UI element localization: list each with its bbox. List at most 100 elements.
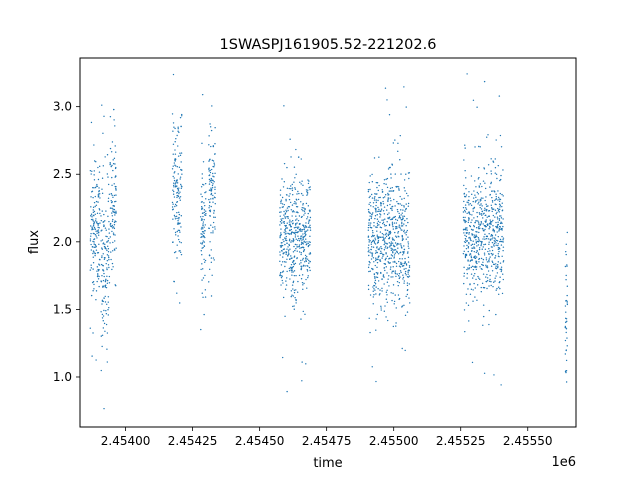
data-point [97, 278, 100, 280]
data-point [398, 243, 400, 245]
data-point [96, 185, 99, 187]
data-point [478, 186, 481, 188]
data-point [370, 241, 373, 244]
data-point [469, 203, 471, 205]
data-point [107, 215, 109, 218]
data-point [407, 172, 410, 174]
data-point [98, 193, 100, 195]
data-point [398, 212, 400, 215]
data-point [172, 153, 174, 155]
data-point [113, 224, 116, 226]
data-point [112, 232, 115, 234]
data-point [173, 196, 176, 198]
data-point [102, 270, 105, 272]
data-point [209, 189, 212, 191]
data-point [178, 166, 181, 169]
data-point [105, 286, 108, 289]
data-point [280, 232, 282, 234]
data-point [403, 215, 406, 217]
data-point [97, 201, 99, 203]
data-point [482, 180, 485, 182]
data-point [502, 195, 504, 197]
data-point [203, 219, 205, 221]
data-point [378, 208, 380, 211]
data-point [407, 241, 409, 243]
data-point [178, 213, 181, 216]
data-point [205, 212, 207, 215]
data-point [106, 254, 109, 256]
data-point [385, 245, 387, 247]
data-point [114, 201, 116, 203]
data-point [294, 188, 297, 190]
data-point [204, 214, 207, 217]
data-point [202, 221, 205, 223]
data-point [466, 201, 468, 203]
data-point [177, 145, 179, 147]
data-point [392, 225, 394, 228]
data-point [394, 272, 397, 275]
data-point [498, 228, 501, 230]
data-point [108, 220, 110, 223]
data-point [214, 186, 216, 188]
data-point [288, 206, 291, 208]
data-point [500, 215, 502, 217]
data-point [369, 215, 371, 217]
data-point [491, 249, 494, 252]
data-point [398, 272, 401, 275]
data-point [290, 228, 293, 231]
data-point [382, 219, 385, 221]
data-point [300, 158, 302, 160]
data-point [96, 230, 99, 232]
data-point [403, 250, 405, 253]
data-point [488, 248, 490, 250]
data-point [307, 275, 309, 277]
data-point [90, 173, 92, 175]
data-point [496, 287, 498, 290]
data-point [370, 227, 373, 229]
data-point [369, 201, 371, 204]
data-point [305, 230, 308, 232]
data-point [393, 216, 396, 219]
data-point [399, 227, 402, 229]
data-point [89, 269, 92, 271]
data-point [290, 209, 293, 211]
data-point [291, 183, 293, 186]
data-point [303, 207, 305, 209]
data-point [107, 176, 109, 178]
data-point [497, 221, 499, 223]
data-point [97, 196, 100, 198]
data-point [485, 196, 487, 198]
data-point [111, 227, 114, 229]
data-point [289, 224, 292, 227]
data-point [478, 253, 480, 256]
data-point [399, 276, 401, 278]
data-point [400, 173, 402, 175]
data-point [382, 274, 385, 276]
data-point [400, 245, 402, 247]
data-point [370, 216, 373, 218]
x-tick-label: 2.45425 [168, 434, 218, 448]
data-point [294, 243, 297, 246]
data-point [101, 255, 103, 257]
data-point [98, 243, 100, 245]
data-point [406, 289, 409, 292]
data-point [92, 262, 95, 264]
data-point [106, 267, 108, 269]
data-point [374, 289, 376, 291]
data-point [379, 247, 381, 249]
data-point [385, 298, 388, 300]
data-point [495, 173, 498, 175]
data-point [294, 236, 297, 238]
data-point [92, 209, 94, 211]
data-point [468, 267, 471, 269]
data-point [494, 172, 496, 174]
data-point [90, 215, 92, 217]
data-point [488, 241, 490, 243]
data-point [375, 211, 377, 213]
data-point [486, 273, 488, 276]
data-point [282, 270, 285, 272]
data-point [300, 253, 302, 256]
data-point [203, 313, 205, 316]
data-point [211, 105, 213, 107]
data-point [295, 231, 298, 234]
